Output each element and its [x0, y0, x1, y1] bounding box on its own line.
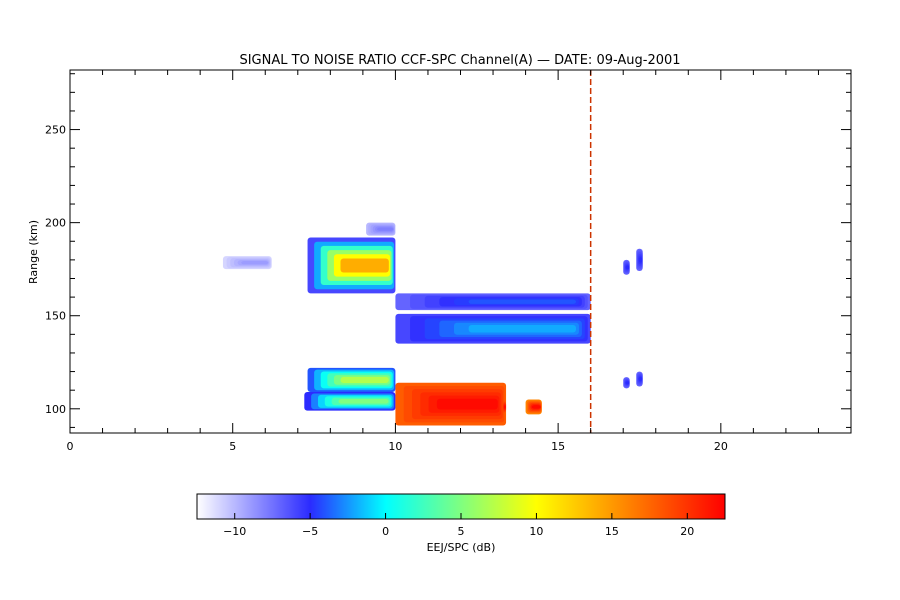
- echo-layer-cell: [531, 405, 541, 409]
- echo-layer-cell: [340, 376, 389, 383]
- echo-layer-cell: [625, 381, 630, 385]
- echo-layer: [502, 401, 507, 413]
- x-tick-label: 15: [551, 440, 565, 453]
- echo-layer: [307, 367, 396, 393]
- y-tick-label: 250: [45, 124, 66, 137]
- echo-layer: [307, 237, 396, 294]
- echo-layer-cell: [468, 299, 577, 304]
- y-axis-ticks: 100 150 200 250: [45, 73, 851, 428]
- echo-layer-cell: [638, 377, 643, 381]
- echo-layer-cell: [338, 399, 389, 404]
- colorbar-tick-label: 20: [680, 525, 694, 538]
- echo-layer: [395, 293, 591, 311]
- colorbar-label: EEJ/SPC (dB): [427, 541, 496, 554]
- echo-layer-cell: [638, 257, 643, 263]
- echo-layer-cell: [468, 325, 577, 333]
- echo-layer-cell: [625, 265, 630, 270]
- echo-layer-cell: [504, 405, 506, 409]
- echo-layer-cell: [340, 258, 389, 273]
- x-tick-label: 20: [714, 440, 728, 453]
- echo-layer: [636, 371, 643, 387]
- colorbar-tick-label: 0: [382, 525, 389, 538]
- colorbar-tick-label: −5: [302, 525, 318, 538]
- x-axis-ticks: 0 5 10 15 20: [67, 70, 852, 453]
- x-tick-label: 0: [67, 440, 74, 453]
- echo-layer: [395, 313, 591, 344]
- colorbar-tick-label: 10: [529, 525, 543, 538]
- echo-layer: [366, 222, 396, 236]
- echo-layer: [525, 399, 542, 415]
- x-tick-label: 10: [388, 440, 402, 453]
- plot-frame: [69, 69, 852, 434]
- y-tick-label: 150: [45, 310, 66, 323]
- y-tick-label: 100: [45, 403, 66, 416]
- colorbar-tick-label: 15: [605, 525, 619, 538]
- echo-layer: [222, 256, 272, 270]
- colorbar-tick-label: 5: [458, 525, 465, 538]
- colorbar-ticks: −10 −5 0 5 10 15 20: [223, 513, 694, 538]
- echo-layer-cell: [436, 398, 498, 410]
- echo-layer: [623, 259, 630, 275]
- echo-layer: [636, 248, 643, 272]
- echo-layer-cell: [377, 227, 394, 231]
- echo-layer: [304, 392, 396, 411]
- y-tick-label: 200: [45, 217, 66, 230]
- chart-title: SIGNAL TO NOISE RATIO CCF-SPC Channel(A)…: [239, 53, 680, 68]
- echo-layer: [623, 377, 630, 389]
- colorbar-tick-label: −10: [223, 525, 246, 538]
- x-tick-label: 5: [229, 440, 236, 453]
- echo-layer-cell: [241, 261, 269, 265]
- plot-area: [222, 222, 643, 426]
- echo-layer: [395, 382, 507, 426]
- y-axis-label: Range (km): [27, 220, 40, 284]
